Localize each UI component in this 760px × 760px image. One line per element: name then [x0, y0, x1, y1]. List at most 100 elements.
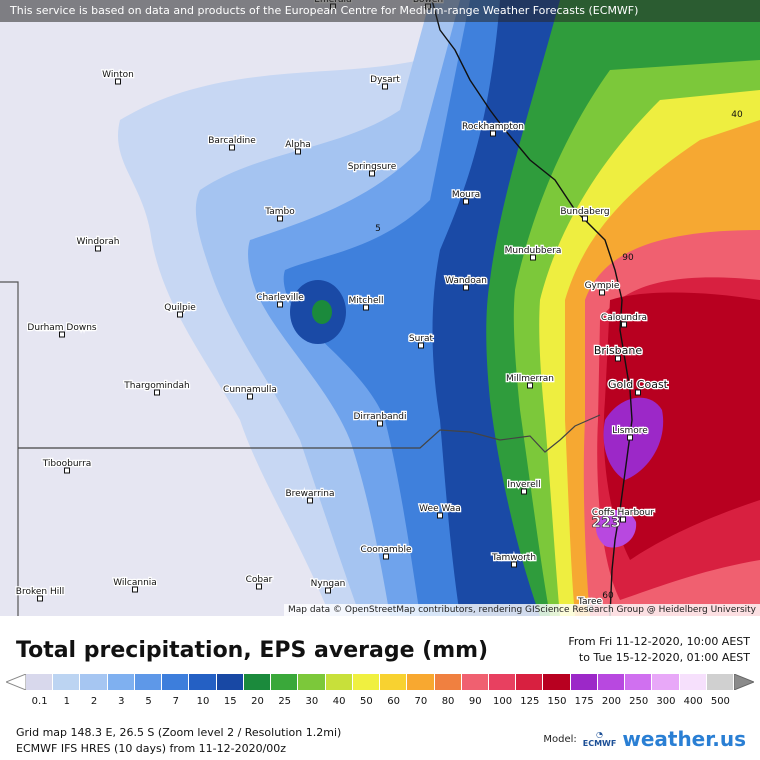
legend-value: 125 — [520, 696, 540, 707]
city-durham-downs[interactable]: Durham Downs — [26, 322, 98, 338]
svg-text:Dirranbandi: Dirranbandi — [353, 412, 406, 422]
city-moura[interactable]: Moura — [451, 189, 481, 205]
city-charleville[interactable]: Charleville — [255, 292, 306, 308]
city-rockhampton[interactable]: Rockhampton — [461, 121, 525, 137]
city-coonamble[interactable]: Coonamble — [359, 544, 413, 560]
city-mitchell[interactable]: Mitchell — [347, 295, 385, 311]
legend-value: 25 — [278, 696, 292, 707]
city-tambo[interactable]: Tambo — [263, 206, 296, 222]
legend-swatch — [570, 674, 598, 690]
city-bundaberg[interactable]: Bundaberg — [559, 206, 611, 222]
city-dysart[interactable]: Dysart — [369, 74, 402, 90]
city-nyngan[interactable]: Nyngan — [309, 578, 347, 594]
period-to: to Tue 15-12-2020, 01:00 AEST — [578, 651, 750, 664]
city-wilcannia[interactable]: Wilcannia — [112, 577, 158, 593]
city-cobar[interactable]: Cobar — [244, 574, 274, 590]
legend-value: 2 — [90, 696, 98, 707]
svg-text:Tamworth: Tamworth — [491, 553, 536, 563]
city-brewarrina[interactable]: Brewarrina — [284, 488, 336, 504]
legend-value: 5 — [145, 696, 152, 707]
svg-text:Durham Downs: Durham Downs — [27, 323, 97, 333]
legend-swatch — [80, 674, 108, 690]
contour-label: 90 — [622, 253, 634, 263]
legend-swatch — [271, 674, 299, 690]
legend-swatch — [625, 674, 653, 690]
city-tibooburra[interactable]: Tibooburra — [40, 458, 93, 474]
svg-text:Thargomindah: Thargomindah — [123, 381, 189, 391]
city-surat[interactable]: Surat — [408, 333, 435, 349]
legend-swatch — [652, 674, 680, 690]
city-coffs-harbour[interactable]: Coffs Harbour — [591, 507, 656, 523]
legend-value: 90 — [468, 696, 482, 707]
band-20-pocket — [312, 300, 332, 324]
city-dirranbandi[interactable]: Dirranbandi — [352, 411, 408, 427]
city-winton[interactable]: Winton — [101, 69, 135, 85]
legend-swatch — [216, 674, 244, 690]
legend-swatch — [488, 674, 517, 690]
contour-label: 223 — [591, 515, 620, 531]
legend-value: 250 — [629, 696, 649, 707]
legend-value: 15 — [223, 696, 237, 707]
city-alpha[interactable]: Alpha — [284, 139, 312, 155]
legend-swatch — [706, 674, 735, 690]
svg-text:Cobar: Cobar — [246, 575, 273, 585]
city-wandoan[interactable]: Wandoan — [444, 275, 488, 291]
svg-text:Barcaldine: Barcaldine — [208, 136, 256, 146]
ecmwf-logo: ◔ ECMWF — [582, 730, 617, 748]
svg-text:Alpha: Alpha — [285, 140, 311, 150]
precipitation-map[interactable]: Winton Dysart Barcaldine Alpha Rockhampton Sp… — [0, 0, 760, 616]
ecmwf-notice: This service is based on data and produc… — [0, 0, 760, 22]
city-lismore[interactable]: Lismore — [611, 425, 649, 441]
city-thargomindah[interactable]: Thargomindah — [122, 380, 191, 396]
legend-swatch — [543, 674, 571, 690]
city-brisbane[interactable]: Brisbane — [593, 343, 644, 362]
legend-swatch — [380, 674, 408, 690]
legend-swatch — [107, 674, 135, 690]
map-title: Total precipitation, EPS average (mm) — [16, 638, 489, 663]
city-mundubbera[interactable]: Mundubbera — [503, 245, 563, 261]
svg-text:Mitchell: Mitchell — [349, 296, 384, 306]
city-springsure[interactable]: Springsure — [347, 161, 398, 177]
city-cunnamulla[interactable]: Cunnamulla — [222, 384, 278, 400]
model-run-info: ECMWF IFS HRES (10 days) from 11-12-2020… — [16, 742, 287, 755]
legend-value: 20 — [251, 696, 264, 707]
svg-text:Quilpie: Quilpie — [164, 303, 196, 313]
branding: Model: ◔ ECMWF weather.us — [543, 724, 746, 754]
city-quilpie[interactable]: Quilpie — [163, 302, 197, 318]
svg-text:Wandoan: Wandoan — [445, 276, 487, 286]
coastline — [431, 0, 633, 616]
forecast-period: From Fri 11-12-2020, 10:00 AEST to Tue 1… — [568, 634, 750, 666]
svg-text:Charleville: Charleville — [256, 293, 304, 303]
legend-value: 500 — [710, 696, 730, 707]
weather-us-logo[interactable]: weather.us — [622, 727, 746, 751]
svg-text:Inverell: Inverell — [507, 480, 540, 490]
city-broken-hill[interactable]: Broken Hill — [15, 586, 65, 602]
legend-value: 3 — [118, 696, 125, 707]
legend-value: 7 — [172, 696, 179, 707]
city-wee-waa[interactable]: Wee Waa — [418, 503, 462, 519]
legend-swatch — [679, 674, 707, 690]
city-inverell[interactable]: Inverell — [506, 479, 542, 495]
svg-text:Gold Coast: Gold Coast — [608, 378, 669, 391]
legend-value: 30 — [305, 696, 319, 707]
city-caloundra[interactable]: Caloundra — [600, 312, 648, 328]
legend-swatch — [26, 674, 54, 690]
grid-info: Grid map 148.3 E, 26.5 S (Zoom level 2 /… — [16, 726, 342, 739]
legend-bar — [26, 674, 735, 690]
map-attribution[interactable]: Map data © OpenStreetMap contributors, r… — [284, 604, 760, 616]
legend-value: 80 — [441, 696, 455, 707]
city-gold-coast[interactable]: Gold Coast — [607, 377, 670, 396]
band-150 — [603, 292, 760, 560]
svg-text:Tibooburra: Tibooburra — [42, 459, 92, 469]
city-millmerran[interactable]: Millmerran — [505, 373, 555, 389]
legend-value: 300 — [656, 696, 676, 707]
svg-text:Brewarrina: Brewarrina — [285, 489, 334, 499]
period-from: From Fri 11-12-2020, 10:00 AEST — [568, 635, 750, 648]
city-tamworth[interactable]: Tamworth — [490, 552, 537, 568]
svg-text:Winton: Winton — [102, 70, 134, 80]
city-windorah[interactable]: Windorah — [75, 236, 121, 252]
city-barcaldine[interactable]: Barcaldine — [207, 135, 258, 151]
city-gympie[interactable]: Gympie — [583, 280, 621, 296]
legend-swatch — [516, 674, 544, 690]
map-canvas[interactable]: Winton Dysart Barcaldine Alpha Rockhampton Sp… — [0, 0, 760, 616]
